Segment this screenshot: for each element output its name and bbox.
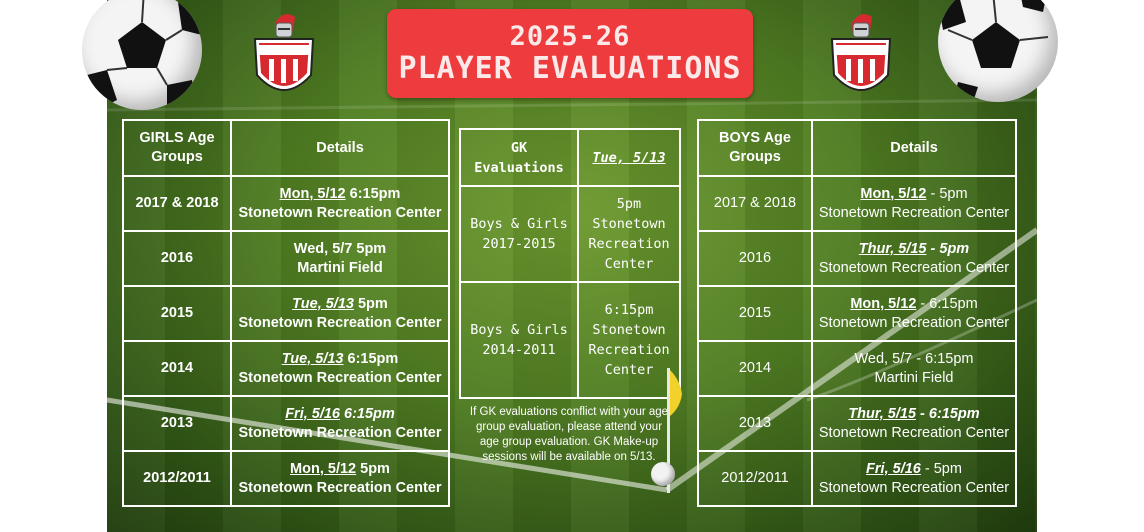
corner-flag-icon [667,368,682,493]
boys-schedule-table: BOYS Age Groups Details 2017 & 2018 Mon,… [697,119,1017,507]
gk-label-header: GK Evaluations [459,128,579,187]
age-cell: 2016 [697,230,813,287]
details-cell: Mon, 5/12 6:15pm Stonetown Recreation Ce… [230,175,450,232]
details-cell: Thur, 5/15 - 5pm Stonetown Recreation Ce… [811,230,1017,287]
details-cell: Wed, 5/7 5pm Martini Field [230,230,450,287]
girls-details-header: Details [230,119,450,177]
age-cell: 2017 & 2018 [122,175,232,232]
club-crest-left [251,9,317,105]
table-row: 2016 Wed, 5/7 5pm Martini Field [122,230,450,287]
table-row: Boys & Girls 2014-2011 6:15pm Stonetown … [459,281,681,399]
mini-ball-icon [651,462,675,486]
table-row: 2013 Thur, 5/15 - 6:15pm Stonetown Recre… [697,395,1017,452]
gk-details-cell: 5pm Stonetown Recreation Center [577,185,681,283]
table-row: 2017 & 2018 Mon, 5/12 6:15pm Stonetown R… [122,175,450,232]
table-row: 2014 Tue, 5/13 6:15pm Stonetown Recreati… [122,340,450,397]
boys-age-header: BOYS Age Groups [697,119,813,177]
table-row: 2014 Wed, 5/7 - 6:15pm Martini Field [697,340,1017,397]
age-cell: 2017 & 2018 [697,175,813,232]
gk-details-cell: 6:15pm Stonetown Recreation Center [577,281,681,399]
table-row: 2013 Fri, 5/16 6:15pm Stonetown Recreati… [122,395,450,452]
gk-date-header: Tue, 5/13 [577,128,681,187]
table-row: 2015 Mon, 5/12 - 6:15pm Stonetown Recrea… [697,285,1017,342]
club-crest-right [828,9,894,105]
girls-schedule-table: GIRLS Age Groups Details 2017 & 2018 Mon… [122,119,450,507]
table-row: 2017 & 2018 Mon, 5/12 - 5pm Stonetown Re… [697,175,1017,232]
title-heading: PLAYER EVALUATIONS [398,51,742,86]
table-row: Boys & Girls 2017-2015 5pm Stonetown Rec… [459,185,681,283]
details-cell: Mon, 5/12 - 6:15pm Stonetown Recreation … [811,285,1017,342]
details-cell: Wed, 5/7 - 6:15pm Martini Field [811,340,1017,397]
details-cell: Fri, 5/16 - 5pm Stonetown Recreation Cen… [811,450,1017,507]
table-row: 2015 Tue, 5/13 5pm Stonetown Recreation … [122,285,450,342]
age-cell: 2015 [697,285,813,342]
details-cell: Tue, 5/13 6:15pm Stonetown Recreation Ce… [230,340,450,397]
details-cell: Thur, 5/15 - 6:15pm Stonetown Recreation… [811,395,1017,452]
details-cell: Mon, 5/12 5pm Stonetown Recreation Cente… [230,450,450,507]
age-cell: 2013 [122,395,232,452]
gk-schedule-table: GK Evaluations Tue, 5/13 Boys & Girls 20… [459,128,681,399]
gk-group-cell: Boys & Girls 2017-2015 [459,185,579,283]
title-year: 2025-26 [509,21,631,52]
gk-group-cell: Boys & Girls 2014-2011 [459,281,579,399]
details-cell: Fri, 5/16 6:15pm Stonetown Recreation Ce… [230,395,450,452]
age-cell: 2016 [122,230,232,287]
age-cell: 2014 [697,340,813,397]
boys-details-header: Details [811,119,1017,177]
age-cell: 2014 [122,340,232,397]
girls-age-header: GIRLS Age Groups [122,119,232,177]
age-cell: 2013 [697,395,813,452]
soccer-ball-left [82,0,202,110]
age-cell: 2012/2011 [697,450,813,507]
age-cell: 2012/2011 [122,450,232,507]
gk-conflict-note: If GK evaluations conflict with your age… [469,406,669,463]
title-banner: 2025-26 PLAYER EVALUATIONS [387,9,753,98]
age-cell: 2015 [122,285,232,342]
table-row: 2012/2011 Mon, 5/12 5pm Stonetown Recrea… [122,450,450,507]
soccer-ball-right [938,0,1058,102]
table-row: 2012/2011 Fri, 5/16 - 5pm Stonetown Recr… [697,450,1017,507]
table-row: 2016 Thur, 5/15 - 5pm Stonetown Recreati… [697,230,1017,287]
details-cell: Mon, 5/12 - 5pm Stonetown Recreation Cen… [811,175,1017,232]
details-cell: Tue, 5/13 5pm Stonetown Recreation Cente… [230,285,450,342]
